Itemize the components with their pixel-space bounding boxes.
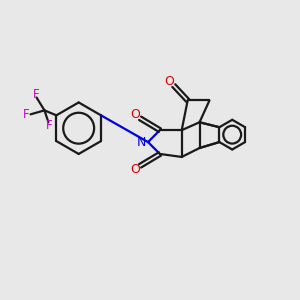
Text: F: F — [23, 108, 30, 121]
Text: O: O — [130, 108, 140, 121]
Text: F: F — [46, 119, 53, 132]
Text: O: O — [130, 163, 140, 176]
Text: O: O — [164, 75, 174, 88]
Text: F: F — [33, 88, 40, 101]
Text: N: N — [136, 136, 146, 148]
